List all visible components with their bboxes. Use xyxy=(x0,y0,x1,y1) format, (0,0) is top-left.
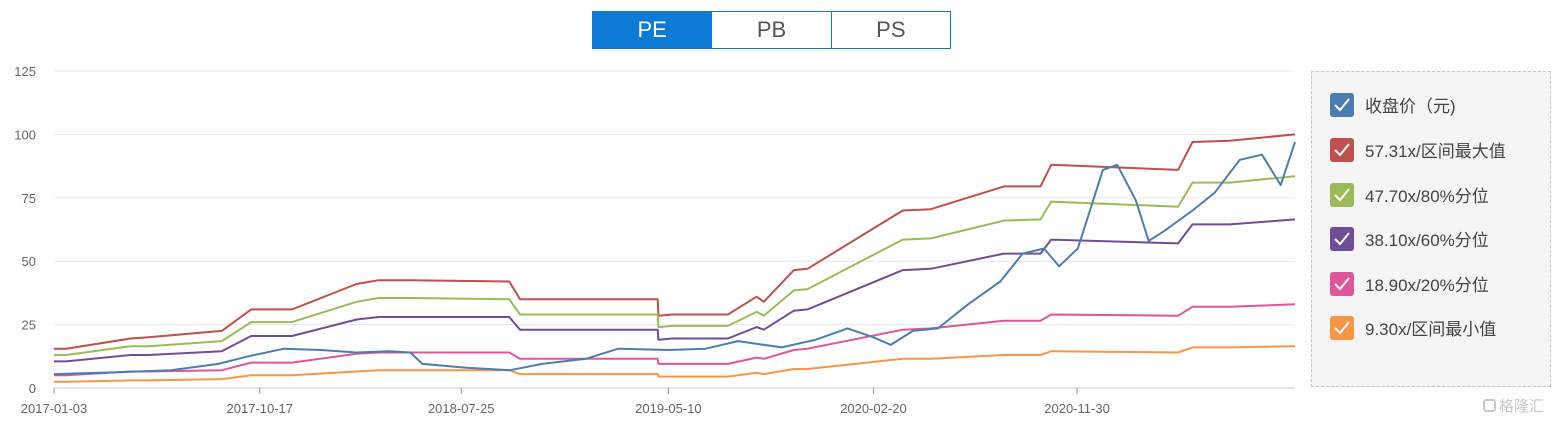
legend-label: 收盘价（元) xyxy=(1365,97,1456,116)
series-line-1 xyxy=(54,133,1296,350)
legend-item-min[interactable]: 9.30x/区间最小值 xyxy=(1330,315,1496,340)
x-tick-label: 2019-05-10 xyxy=(635,401,702,416)
valuation-metric-tabs: PE PB PS xyxy=(592,11,951,49)
x-tick-label: 2020-02-20 xyxy=(840,401,907,416)
tab-pb[interactable]: PB xyxy=(711,12,831,48)
y-tick-label: 100 xyxy=(14,127,36,142)
legend-label: 57.31x/区间最大值 xyxy=(1365,142,1506,161)
legend-label: 38.10x/60%分位 xyxy=(1365,231,1489,250)
y-tick-label: 125 xyxy=(14,64,36,79)
x-tick-label: 2017-01-03 xyxy=(21,401,88,416)
series-line-0 xyxy=(53,141,1296,376)
legend-item-80pct[interactable]: 47.70x/80%分位 xyxy=(1330,182,1489,207)
series-line-5 xyxy=(54,345,1296,383)
y-tick-label: 75 xyxy=(22,191,36,206)
legend-label: 47.70x/80%分位 xyxy=(1365,187,1489,206)
check-icon xyxy=(1330,271,1354,296)
legend-item-close-price[interactable]: 收盘价（元) xyxy=(1330,92,1456,117)
x-tick-label: 2020-11-30 xyxy=(1044,401,1110,416)
watermark-text: 格隆汇 xyxy=(1499,397,1545,415)
y-tick-label: 50 xyxy=(22,254,36,269)
check-icon xyxy=(1330,92,1354,117)
tab-pe[interactable]: PE xyxy=(593,12,712,48)
y-axis-ticks: 0 25 50 75 100 125 xyxy=(14,64,36,396)
tab-ps[interactable]: PS xyxy=(830,12,950,48)
legend-item-max[interactable]: 57.31x/区间最大值 xyxy=(1330,137,1506,162)
y-tick-label: 0 xyxy=(29,381,36,396)
legend-item-20pct[interactable]: 18.90x/20%分位 xyxy=(1330,271,1489,296)
watermark: 格隆汇 xyxy=(1483,395,1544,416)
x-tick-label: 2017-10-17 xyxy=(227,401,294,416)
series-line-4 xyxy=(54,303,1296,377)
x-axis-ticks: 2017-01-03 2017-10-17 2018-07-25 2019-05-10… xyxy=(21,388,1110,416)
check-icon xyxy=(1330,137,1354,162)
check-icon xyxy=(1330,315,1354,340)
logo-icon xyxy=(1483,399,1496,412)
y-tick-label: 25 xyxy=(22,318,36,333)
legend-label: 9.30x/区间最小值 xyxy=(1365,320,1497,339)
series-line-3 xyxy=(54,218,1296,363)
legend-label: 18.90x/20%分位 xyxy=(1365,276,1489,295)
check-icon xyxy=(1330,182,1354,207)
series-line-2 xyxy=(54,175,1296,356)
check-icon xyxy=(1330,226,1354,251)
x-tick-label: 2018-07-25 xyxy=(428,401,495,416)
series-lines xyxy=(53,133,1296,383)
legend-item-60pct[interactable]: 38.10x/60%分位 xyxy=(1330,226,1489,251)
chart-legend: 收盘价（元) 57.31x/区间最大值 47.70x/80%分位 38.10x/… xyxy=(1311,71,1551,387)
gridlines xyxy=(54,70,1295,389)
